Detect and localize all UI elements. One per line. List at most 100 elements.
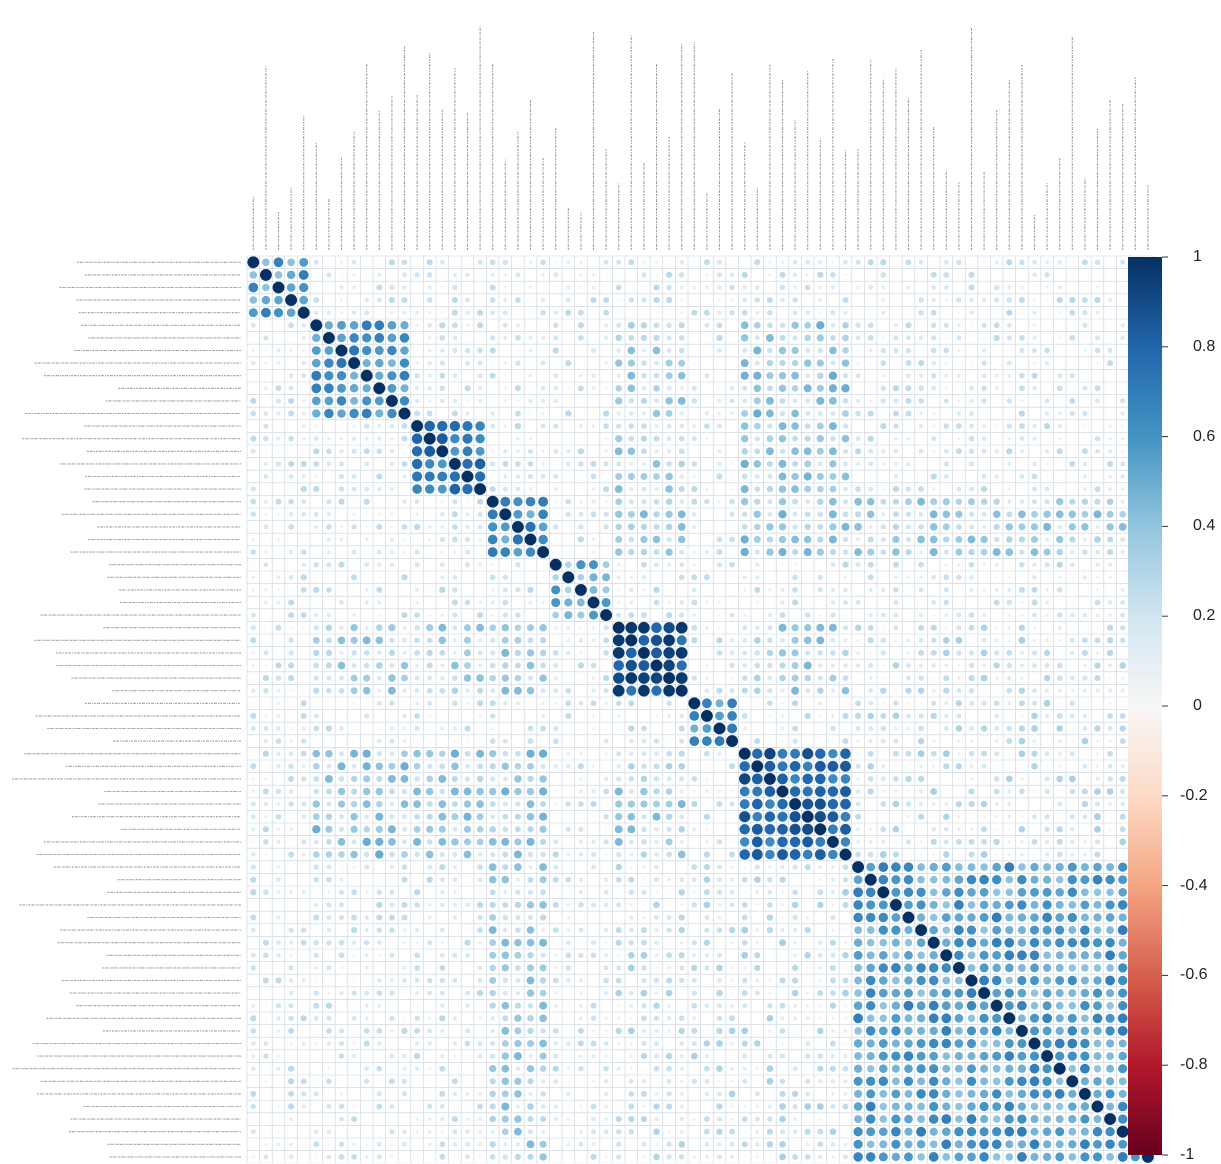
correlation-circle bbox=[942, 1127, 951, 1136]
correlation-circle bbox=[742, 398, 748, 404]
correlation-circle bbox=[375, 837, 384, 847]
correlation-circle bbox=[982, 336, 986, 340]
correlation-circle bbox=[1055, 900, 1064, 909]
correlation-circle bbox=[842, 398, 849, 404]
correlation-circle bbox=[251, 777, 255, 781]
correlation-circle bbox=[653, 788, 660, 795]
correlation-circle bbox=[514, 787, 522, 796]
correlation-circle bbox=[1018, 700, 1025, 707]
correlation-circle bbox=[831, 740, 834, 743]
correlation-circle bbox=[297, 306, 310, 319]
correlation-circle bbox=[604, 776, 609, 781]
correlation-circle bbox=[1045, 638, 1049, 643]
correlation-circle bbox=[1121, 449, 1125, 453]
correlation-circle bbox=[1096, 739, 1099, 743]
correlation-circle bbox=[591, 638, 596, 643]
correlation-circle bbox=[1093, 1052, 1102, 1061]
correlation-circle bbox=[1008, 563, 1011, 566]
correlation-circle bbox=[904, 1014, 913, 1023]
correlation-circle bbox=[478, 739, 482, 743]
correlation-circle bbox=[578, 978, 583, 983]
correlation-circle bbox=[250, 1041, 256, 1046]
correlation-circle bbox=[969, 297, 974, 303]
correlation-circle bbox=[491, 563, 495, 567]
correlation-circle bbox=[928, 963, 939, 973]
correlation-circle bbox=[929, 888, 938, 897]
correlation-circle bbox=[638, 634, 650, 646]
correlation-circle bbox=[313, 675, 319, 681]
correlation-circle bbox=[891, 875, 901, 885]
correlation-circle bbox=[663, 634, 675, 647]
correlation-circle bbox=[1018, 737, 1026, 745]
correlation-circle bbox=[475, 433, 485, 444]
correlation-circle bbox=[966, 937, 977, 948]
correlation-circle bbox=[766, 359, 774, 367]
correlation-circle bbox=[415, 1117, 419, 1121]
correlation-circle bbox=[528, 437, 533, 441]
correlation-circle bbox=[515, 360, 521, 366]
correlation-circle bbox=[551, 585, 561, 595]
correlation-circle bbox=[615, 863, 622, 871]
correlation-circle bbox=[462, 458, 473, 470]
correlation-circle bbox=[475, 421, 485, 431]
correlation-circle bbox=[943, 587, 949, 593]
correlation-circle bbox=[1067, 1038, 1078, 1049]
correlation-circle bbox=[929, 510, 938, 519]
correlation-circle bbox=[553, 1117, 558, 1122]
correlation-circle bbox=[1042, 988, 1052, 998]
correlation-circle bbox=[363, 674, 371, 682]
correlation-circle bbox=[843, 1142, 848, 1147]
correlation-circle bbox=[741, 977, 748, 984]
correlation-circle bbox=[777, 823, 788, 835]
correlation-circle bbox=[1017, 1051, 1027, 1061]
correlation-circle bbox=[678, 335, 685, 341]
correlation-circle bbox=[1044, 688, 1050, 693]
correlation-circle bbox=[1045, 600, 1050, 605]
correlation-circle bbox=[1018, 510, 1026, 519]
correlation-circle bbox=[616, 751, 622, 757]
correlation-circle bbox=[1055, 938, 1065, 948]
correlation-circle bbox=[590, 851, 597, 858]
correlation-circle bbox=[515, 587, 521, 593]
correlation-circle bbox=[868, 285, 874, 290]
correlation-circle bbox=[1093, 900, 1102, 909]
correlation-circle bbox=[766, 1014, 774, 1022]
correlation-circle bbox=[1033, 777, 1036, 780]
correlation-circle bbox=[364, 851, 370, 858]
correlation-circle bbox=[490, 637, 496, 643]
correlation-circle bbox=[427, 348, 432, 353]
correlation-circle bbox=[427, 915, 432, 920]
correlation-circle bbox=[954, 1140, 963, 1149]
correlation-circle bbox=[794, 1080, 797, 1083]
correlation-circle bbox=[452, 1016, 457, 1021]
correlation-circle bbox=[855, 562, 861, 568]
correlation-circle bbox=[336, 358, 347, 369]
correlation-circle bbox=[932, 449, 936, 453]
correlation-circle bbox=[501, 1077, 510, 1086]
colorbar-tick-label: -0.4 bbox=[1180, 876, 1208, 894]
correlation-circle bbox=[288, 435, 294, 442]
correlation-circle bbox=[978, 987, 991, 1000]
correlation-circle bbox=[814, 798, 826, 810]
correlation-circle bbox=[678, 889, 685, 896]
correlation-circle bbox=[878, 1127, 888, 1137]
correlation-circle bbox=[390, 966, 394, 970]
correlation-circle bbox=[503, 474, 508, 479]
correlation-circle bbox=[1071, 589, 1074, 591]
correlation-circle bbox=[855, 398, 861, 404]
correlation-circle bbox=[678, 926, 685, 934]
correlation-circle bbox=[1092, 938, 1103, 948]
correlation-circle bbox=[615, 472, 623, 481]
correlation-circle bbox=[894, 638, 898, 642]
correlation-circle bbox=[880, 422, 887, 430]
correlation-circle bbox=[853, 1139, 863, 1149]
correlation-circle bbox=[1117, 1013, 1128, 1024]
correlation-circle bbox=[1055, 1026, 1064, 1036]
correlation-circle bbox=[830, 952, 836, 958]
correlation-circle bbox=[315, 286, 318, 289]
correlation-circle bbox=[1017, 1000, 1027, 1011]
correlation-circle bbox=[312, 409, 321, 418]
correlation-circle bbox=[1070, 852, 1075, 857]
correlation-circle bbox=[907, 790, 910, 793]
correlation-circle bbox=[754, 738, 761, 745]
